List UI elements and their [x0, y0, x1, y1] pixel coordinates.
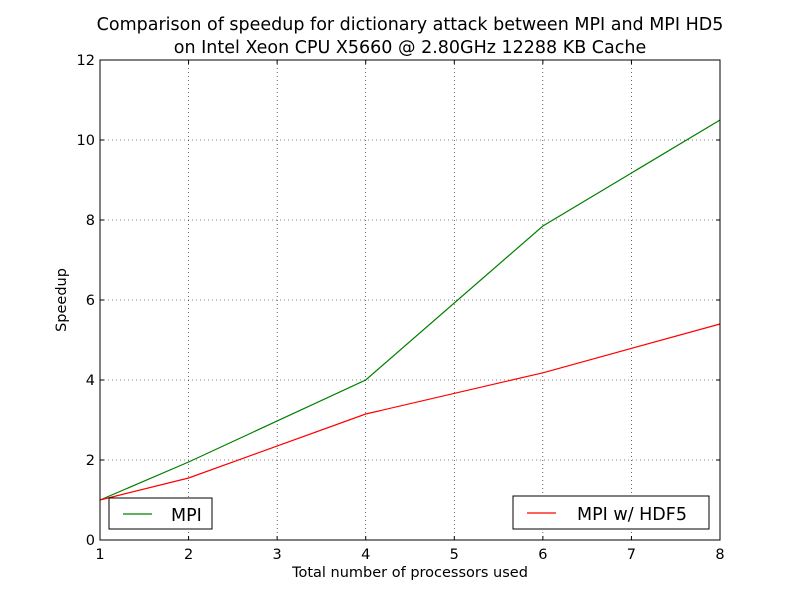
- legend-mpi-box: [108, 497, 213, 530]
- legend-mpi: MPI: [108, 497, 213, 530]
- y-tick-label: 2: [86, 453, 95, 469]
- series-lines: [99, 119, 721, 501]
- x-tick-label: 3: [273, 547, 282, 563]
- x-tick-label: 2: [184, 547, 193, 563]
- y-tick-label: 10: [77, 133, 95, 149]
- y-axis-label: Speedup: [54, 268, 70, 332]
- series-line-mpi: [99, 119, 721, 501]
- x-tick-label: 4: [361, 547, 370, 563]
- x-tick-label: 7: [627, 547, 636, 563]
- x-tick-label: 6: [538, 547, 547, 563]
- legend-mpi-label: MPI: [171, 506, 202, 526]
- x-tick-label: 5: [450, 547, 459, 563]
- series-line-mpi-hdf5: [99, 323, 721, 501]
- x-tick-label: 8: [715, 547, 724, 563]
- chart-title-line-2: on Intel Xeon CPU X5660 @ 2.80GHz 12288 …: [174, 38, 646, 58]
- legend-mpi-hdf5: MPI w/ HDF5: [512, 495, 710, 530]
- legend-mpi-hdf5-label: MPI w/ HDF5: [577, 505, 687, 525]
- y-tick-label: 8: [86, 213, 95, 229]
- x-axis-label: Total number of processors used: [291, 565, 528, 581]
- grid-lines: [100, 60, 720, 540]
- y-tick-label: 4: [86, 373, 95, 389]
- y-tick-label: 12: [77, 53, 95, 69]
- y-tick-label: 6: [86, 293, 95, 309]
- chart-title-line-1: Comparison of speedup for dictionary att…: [97, 15, 724, 35]
- y-tick-label: 0: [86, 533, 95, 549]
- x-tick-label: 1: [95, 547, 104, 563]
